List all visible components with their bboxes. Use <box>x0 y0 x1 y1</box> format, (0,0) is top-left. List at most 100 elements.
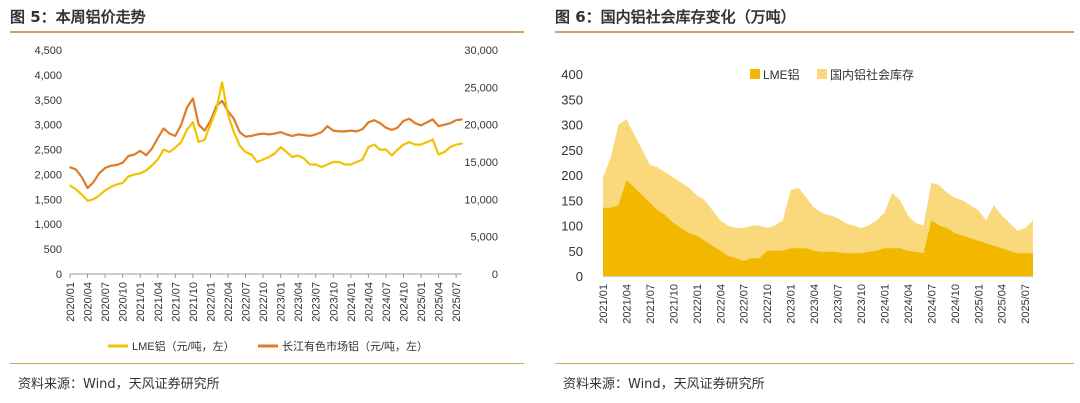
legend-label: 国内铝社会库存 <box>830 67 914 82</box>
data-point-lme <box>309 163 311 166</box>
x-tick-label: 2025/04 <box>997 284 1009 324</box>
data-point-changjiang <box>373 119 376 121</box>
data-point-lme <box>431 138 434 141</box>
data-point-lme <box>180 141 182 143</box>
data-point-lme <box>151 164 153 167</box>
panel-aluminum-price: 图 5：本周铝价走势 0 500 1,000 1,500 2,000 2,500 3,000… <box>0 0 530 403</box>
y-tick-label: 250 <box>561 143 583 158</box>
data-point-lme <box>69 184 71 187</box>
source-note: 资料来源：Wind，天风证券研究所 <box>18 377 220 392</box>
data-point-lme <box>139 172 142 175</box>
data-point-lme <box>338 161 340 163</box>
x-tick-label: 2024/10 <box>398 282 410 322</box>
x-tick-label: 2024/07 <box>381 282 393 322</box>
legend-label: LME铝（元/吨，左） <box>132 339 235 353</box>
data-point-lme <box>268 156 270 158</box>
data-point-changjiang <box>151 147 153 150</box>
x-tick-label: 2022/04 <box>223 282 235 322</box>
figure-title: 图 6：国内铝社会库存变化（万吨） <box>555 8 796 26</box>
area-lme <box>603 180 1033 276</box>
x-tick-label: 2020/10 <box>118 282 130 322</box>
data-point-lme <box>104 189 106 192</box>
data-point-changjiang <box>303 134 305 136</box>
data-point-lme <box>332 161 335 163</box>
data-point-lme <box>80 193 83 196</box>
data-point-lme <box>209 123 212 126</box>
y-tick-label: 150 <box>561 193 583 208</box>
data-point-changjiang <box>104 167 106 169</box>
data-point-lme <box>98 194 101 197</box>
data-point-lme <box>250 153 253 156</box>
data-point-lme <box>121 182 124 184</box>
data-point-changjiang <box>98 172 101 174</box>
data-point-lme <box>203 138 206 141</box>
data-point-changjiang <box>291 135 294 137</box>
data-point-lme <box>408 141 411 143</box>
data-point-lme <box>385 148 387 151</box>
series-line-changjiang <box>69 97 463 190</box>
y-tick-label: 200 <box>561 168 583 183</box>
data-point-lme <box>443 151 446 153</box>
x-tick-label: 2023/01 <box>786 284 798 324</box>
x-tick-label: 2021/10 <box>668 284 680 324</box>
area-domestic-inventory <box>603 119 1033 277</box>
source-rule <box>555 363 1074 364</box>
data-point-changjiang <box>285 133 288 136</box>
y-left-tick-label: 500 <box>44 244 62 256</box>
data-point-lme <box>110 186 112 188</box>
data-point-lme <box>127 175 130 178</box>
x-tick-label: 2023/10 <box>328 282 340 322</box>
data-point-lme <box>233 131 235 133</box>
x-tick-label: 2024/07 <box>926 284 938 324</box>
y-left-tick-label: 2,000 <box>34 169 62 181</box>
legend-swatch <box>750 69 760 79</box>
data-point-lme <box>326 163 329 166</box>
data-point-changjiang <box>180 123 182 126</box>
data-point-changjiang <box>268 133 270 136</box>
data-point-changjiang <box>309 135 311 137</box>
x-tick-label: 2022/04 <box>715 284 727 324</box>
data-point-changjiang <box>80 176 83 178</box>
x-tick-label: 2024/01 <box>346 282 358 322</box>
source-note: 资料来源：Wind，天风证券研究所 <box>563 377 765 392</box>
data-point-changjiang <box>367 121 370 124</box>
data-point-lme <box>92 198 95 201</box>
data-point-lme <box>238 144 241 147</box>
data-point-changjiang <box>250 135 253 137</box>
data-point-changjiang <box>116 164 118 166</box>
data-point-lme <box>355 161 358 163</box>
data-point-lme <box>168 151 171 153</box>
data-point-changjiang <box>197 123 200 126</box>
data-point-changjiang <box>390 129 393 131</box>
data-point-changjiang <box>426 121 428 124</box>
data-point-lme <box>174 146 177 149</box>
data-point-lme <box>367 146 370 148</box>
x-tick-label: 2021/04 <box>153 282 165 322</box>
x-tick-label: 2023/10 <box>856 284 868 324</box>
x-tick-label: 2022/10 <box>762 284 774 324</box>
x-tick-label: 2024/04 <box>363 282 375 322</box>
x-tick-label: 2021/04 <box>621 284 633 324</box>
data-point-lme <box>262 158 264 161</box>
data-point-lme <box>186 128 188 131</box>
data-point-changjiang <box>379 122 381 124</box>
data-point-changjiang <box>192 97 194 100</box>
data-point-changjiang <box>279 131 282 133</box>
y-right-tick-label: 30,000 <box>464 45 498 57</box>
x-tick-label: 2025/01 <box>416 282 428 322</box>
data-point-changjiang <box>355 130 358 133</box>
data-point-lme <box>344 163 346 166</box>
x-tick-label: 2021/01 <box>598 284 610 324</box>
x-tick-label: 2022/07 <box>739 284 751 324</box>
data-point-lme <box>162 148 165 151</box>
y-left-tick-label: 0 <box>56 269 62 281</box>
data-point-changjiang <box>297 133 299 136</box>
y-tick-label: 0 <box>576 269 583 284</box>
x-tick-label: 2022/01 <box>205 282 217 322</box>
data-point-lme <box>455 143 457 146</box>
title-rule <box>10 31 524 33</box>
y-left-tick-label: 1,500 <box>34 194 62 206</box>
data-point-changjiang <box>168 132 171 135</box>
data-point-changjiang <box>431 118 434 121</box>
data-point-changjiang <box>203 129 206 132</box>
